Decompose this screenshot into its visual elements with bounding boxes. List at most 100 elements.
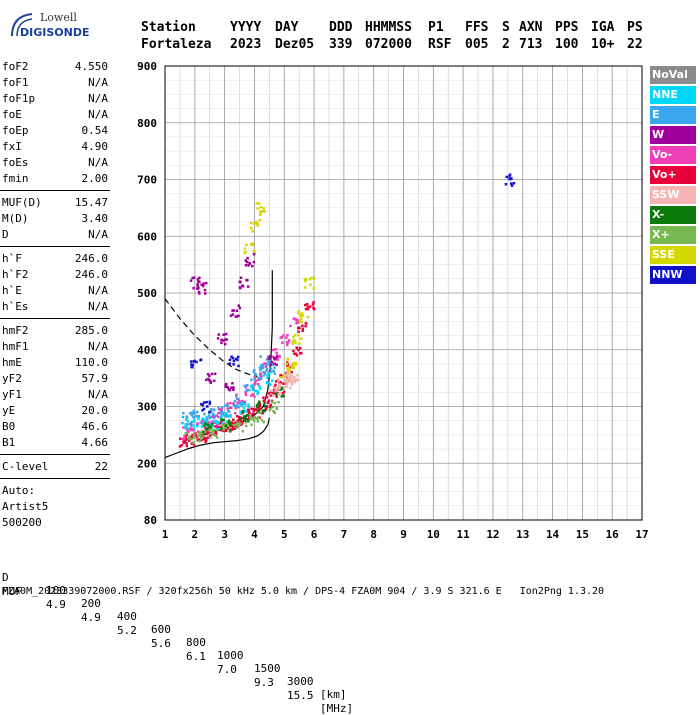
echo-point	[271, 363, 275, 366]
echo-point	[203, 288, 207, 292]
header-value-station: Fortaleza	[141, 37, 212, 52]
echo-point	[208, 424, 211, 428]
echo-point	[251, 243, 255, 247]
echo-point	[189, 427, 192, 430]
echo-point	[288, 386, 292, 390]
echo-point	[183, 437, 186, 440]
echo-point	[184, 423, 187, 426]
x-tick-label: 10	[427, 528, 440, 541]
header-value-year: 2023	[230, 37, 262, 52]
muf-d-value: 200	[81, 597, 101, 610]
echo-point	[187, 430, 190, 434]
echo-point	[297, 334, 300, 337]
header-value-ps: 22	[627, 37, 643, 52]
echo-point	[256, 392, 259, 396]
header-label-day: DAY	[275, 20, 299, 35]
echo-point	[299, 314, 303, 318]
echo-point	[226, 404, 229, 408]
echo-point	[185, 424, 188, 428]
echo-point	[275, 395, 278, 398]
echo-point	[262, 420, 265, 424]
header-label-ps: PS	[627, 20, 643, 35]
echo-point	[295, 321, 298, 325]
echo-point	[261, 365, 265, 369]
echo-point	[254, 408, 258, 411]
echo-point	[220, 341, 223, 345]
echo-point	[201, 422, 204, 426]
echo-point	[265, 405, 269, 408]
echo-point	[239, 286, 242, 290]
echo-point	[259, 368, 262, 372]
echo-point	[213, 434, 216, 437]
echo-point	[212, 408, 216, 411]
echo-point	[252, 249, 256, 253]
echo-point	[275, 388, 278, 392]
echo-point	[232, 422, 235, 425]
param-label: h`F2	[2, 268, 29, 281]
echo-point	[293, 378, 297, 381]
echo-point	[216, 423, 219, 427]
echo-point	[246, 257, 249, 260]
echo-point	[252, 388, 255, 391]
echo-point	[232, 418, 235, 421]
echo-point	[275, 355, 279, 359]
echo-point	[222, 414, 225, 417]
echo-point	[205, 281, 208, 285]
echo-point	[238, 399, 241, 403]
param-label: foF1p	[2, 92, 36, 105]
echo-point	[304, 307, 308, 311]
echo-point	[272, 410, 275, 413]
echo-point	[198, 292, 201, 295]
echo-point	[225, 429, 228, 432]
echo-point	[215, 428, 219, 432]
muf-value: 5.2	[117, 624, 137, 637]
echo-point	[229, 401, 232, 405]
param-row: foF1p N/A	[2, 92, 108, 108]
echo-point	[225, 412, 228, 416]
echo-point	[244, 391, 247, 394]
echo-point	[268, 372, 271, 375]
echo-point	[225, 338, 228, 341]
echo-point	[199, 431, 202, 434]
echo-point	[209, 423, 212, 426]
x-tick-label: 14	[546, 528, 560, 541]
echo-point	[254, 222, 257, 225]
echo-point	[248, 388, 251, 392]
x-tick-label: 2	[192, 528, 199, 541]
echo-point	[236, 401, 239, 404]
echo-point	[259, 206, 263, 209]
echo-point	[215, 420, 218, 423]
echo-point	[234, 315, 238, 318]
echo-point	[237, 364, 240, 368]
param-row: hmE 110.0	[2, 356, 108, 372]
echo-point	[178, 445, 182, 448]
echo-point	[222, 339, 225, 342]
echo-point	[202, 284, 205, 288]
echo-point	[227, 410, 231, 413]
echo-point	[236, 419, 240, 422]
echo-point	[275, 351, 278, 355]
echo-point	[257, 376, 261, 380]
echo-point	[252, 260, 256, 264]
echo-point	[250, 394, 253, 397]
echo-point	[233, 399, 237, 403]
echo-point	[259, 355, 262, 358]
echo-point	[229, 421, 232, 424]
param-label: fmin	[2, 172, 29, 185]
echo-point	[269, 355, 272, 358]
echo-point	[285, 382, 289, 386]
echo-point	[259, 372, 262, 375]
echo-point	[206, 423, 210, 427]
echo-point	[214, 431, 218, 435]
echo-point	[241, 429, 244, 433]
echo-point	[250, 226, 253, 230]
echo-point	[202, 434, 205, 438]
echo-point	[226, 402, 229, 405]
param-value: 110.0	[74, 356, 108, 369]
echo-point	[243, 247, 247, 250]
echo-point	[264, 365, 268, 369]
muf-d-value: 1000	[217, 649, 244, 662]
param-row: fmin 2.00	[2, 172, 108, 188]
echo-point	[190, 420, 193, 424]
echo-point	[251, 264, 254, 268]
